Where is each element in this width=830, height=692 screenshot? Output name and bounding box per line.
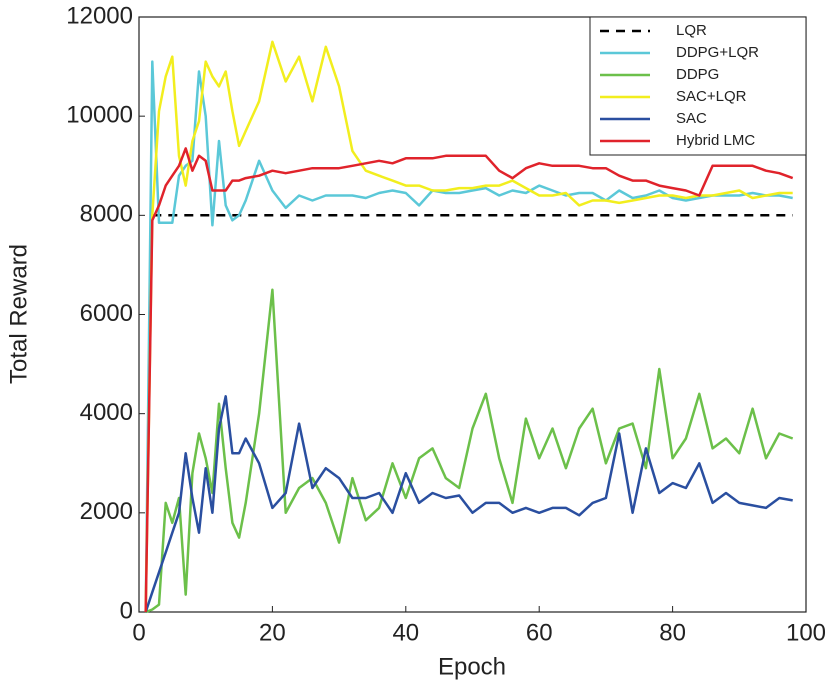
series-line [145,288,794,614]
x-tick-label: 80 [659,619,686,646]
y-axis-label: Total Reward [5,244,32,384]
y-tick-label: 12000 [66,2,133,29]
legend-label: LQR [676,22,707,39]
legend-label: DDPG+LQR [676,44,759,61]
legend-label: DDPG [676,66,719,83]
legend-box [589,16,807,156]
y-tick-label: 4000 [80,399,133,426]
legend-label: SAC [676,110,707,127]
legend: LQR DDPG+LQR DDPG SAC+LQR SAC Hybrid LMC [589,16,807,156]
x-tick-label: 60 [526,619,553,646]
series-line [144,395,793,613]
y-tick-label: 0 [120,597,133,624]
legend-label: Hybrid LMC [676,132,755,149]
series-line [144,147,794,613]
y-tick-label: 10000 [66,102,133,129]
legend-label: SAC+LQR [676,88,747,105]
x-tick-label: 100 [786,619,826,646]
y-tick-label: 2000 [80,498,133,525]
x-tick-label: 20 [259,619,286,646]
x-tick-label: 0 [132,619,145,646]
y-tick-label: 6000 [80,300,133,327]
y-tick-label: 8000 [80,201,133,228]
x-axis-label: Epoch [438,653,506,680]
series-line [144,40,793,613]
x-tick-label: 40 [392,619,419,646]
